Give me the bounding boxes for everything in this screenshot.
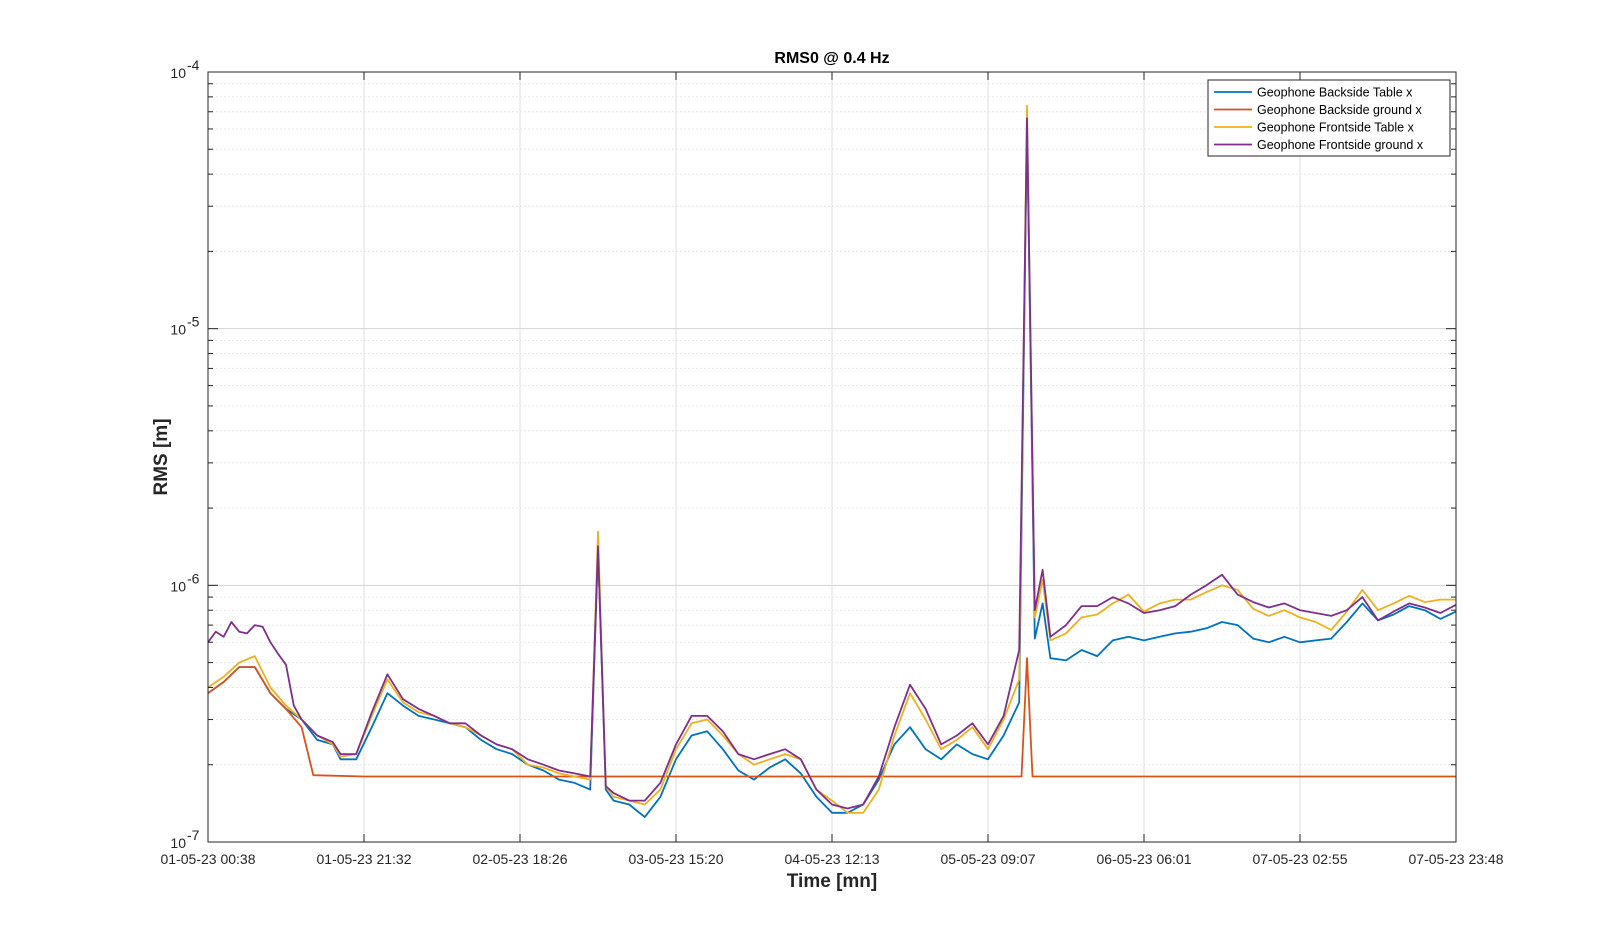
series-line [207,119,1457,818]
y-tick-label-base: 10 [170,578,186,594]
y-axis-title: RMS [m] [151,418,172,495]
x-tick-label: 01-05-23 00:38 [161,851,256,867]
legend-label: Geophone Frontside Table x [1257,121,1415,135]
x-tick-label: 06-05-23 06:01 [1097,851,1192,867]
y-tick-labels: 10-710-610-510-4 [170,57,199,851]
series-lines [207,104,1457,818]
series-line [207,657,1456,778]
y-tick-label-base: 10 [170,322,186,338]
x-axis-title: Time [mn] [787,871,877,892]
x-tick-label: 07-05-23 02:55 [1253,851,1348,867]
x-tick-label: 07-05-23 23:48 [1409,851,1504,867]
legend-label: Geophone Backside Table x [1257,86,1413,100]
y-tick-label-exponent: -4 [187,57,200,73]
legend-label: Geophone Backside ground x [1257,103,1422,117]
y-tick-label-base: 10 [170,65,186,81]
x-tick-label: 03-05-23 15:20 [629,851,724,867]
grid [208,72,1456,842]
series-line [207,104,1456,814]
x-tick-label: 05-05-23 09:07 [941,851,1036,867]
x-tick-label: 01-05-23 21:32 [317,851,412,867]
legend: Geophone Backside Table x Geophone Backsi… [1207,79,1451,157]
y-tick-label-exponent: -6 [187,570,200,586]
series-line [207,117,1457,810]
x-tick-labels: 01-05-23 00:38 01-05-23 21:32 02-05-23 18:… [161,851,1504,867]
legend-label: Geophone Frontside ground x [1257,138,1424,152]
axis-ticks [207,71,1457,843]
y-tick-label-exponent: -7 [187,827,200,843]
x-tick-label: 04-05-23 12:13 [785,851,880,867]
chart-title: RMS0 @ 0.4 Hz [774,50,889,67]
y-tick-label-base: 10 [170,835,186,851]
x-tick-label: 02-05-23 18:26 [473,851,568,867]
y-tick-label-exponent: -5 [187,314,200,330]
